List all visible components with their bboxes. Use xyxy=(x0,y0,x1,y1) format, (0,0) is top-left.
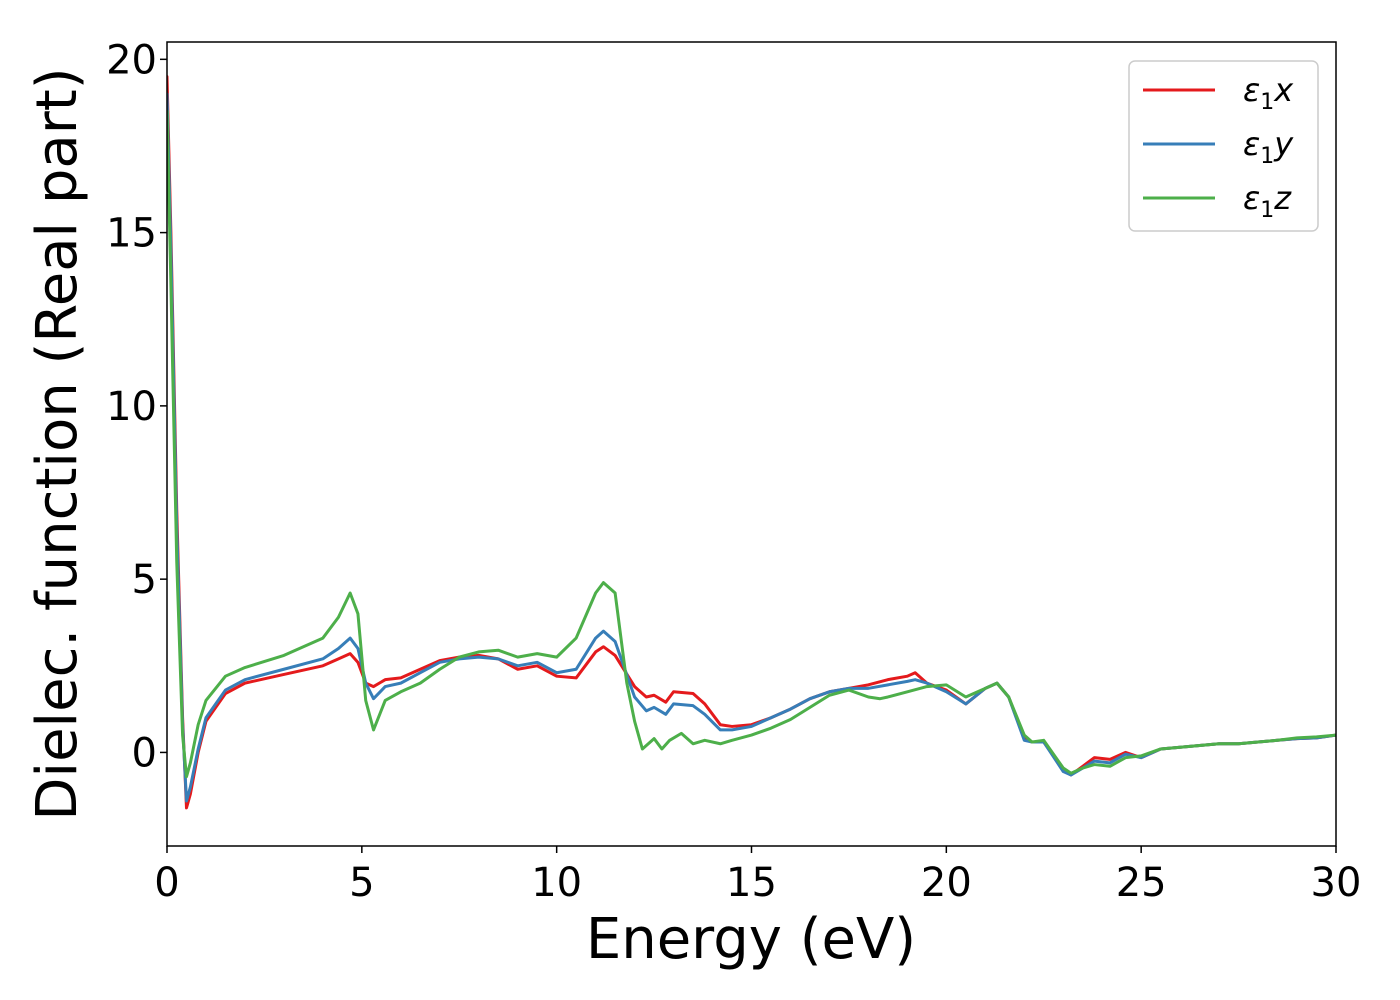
legend-label-y: ε1y xyxy=(1243,125,1294,169)
legend: ε1x ε1y ε1z xyxy=(1128,60,1319,232)
legend-entries: ε1x ε1y ε1z xyxy=(1143,71,1294,223)
x-tick-label: 20 xyxy=(921,860,972,906)
x-tick-label: 30 xyxy=(1311,860,1362,906)
x-tick-label: 25 xyxy=(1116,860,1167,906)
series-line-z xyxy=(167,109,1336,779)
series-layer xyxy=(167,75,1336,810)
y-axis-label: Dielec. function (Real part) xyxy=(25,67,90,820)
legend-label-z: ε1z xyxy=(1243,179,1292,223)
x-axis-label: Energy (eV) xyxy=(586,907,916,972)
y-tick-label: 15 xyxy=(106,211,157,257)
x-tick-label: 10 xyxy=(531,860,582,906)
legend-box xyxy=(1128,60,1319,232)
x-axis: 0 5 10 15 20 25 30 xyxy=(154,846,1361,906)
legend-label-x: ε1x xyxy=(1243,71,1294,115)
y-axis: 0 5 10 15 20 xyxy=(106,37,167,776)
x-tick-label: 15 xyxy=(726,860,777,906)
x-tick-label: 0 xyxy=(154,860,179,906)
x-tick-label: 5 xyxy=(349,860,374,906)
y-tick-label: 10 xyxy=(106,384,157,430)
series-line-y xyxy=(167,92,1336,803)
y-tick-label: 0 xyxy=(132,730,157,776)
y-tick-label: 20 xyxy=(106,37,157,83)
series-line-x xyxy=(167,75,1336,810)
y-tick-label: 5 xyxy=(132,557,157,603)
